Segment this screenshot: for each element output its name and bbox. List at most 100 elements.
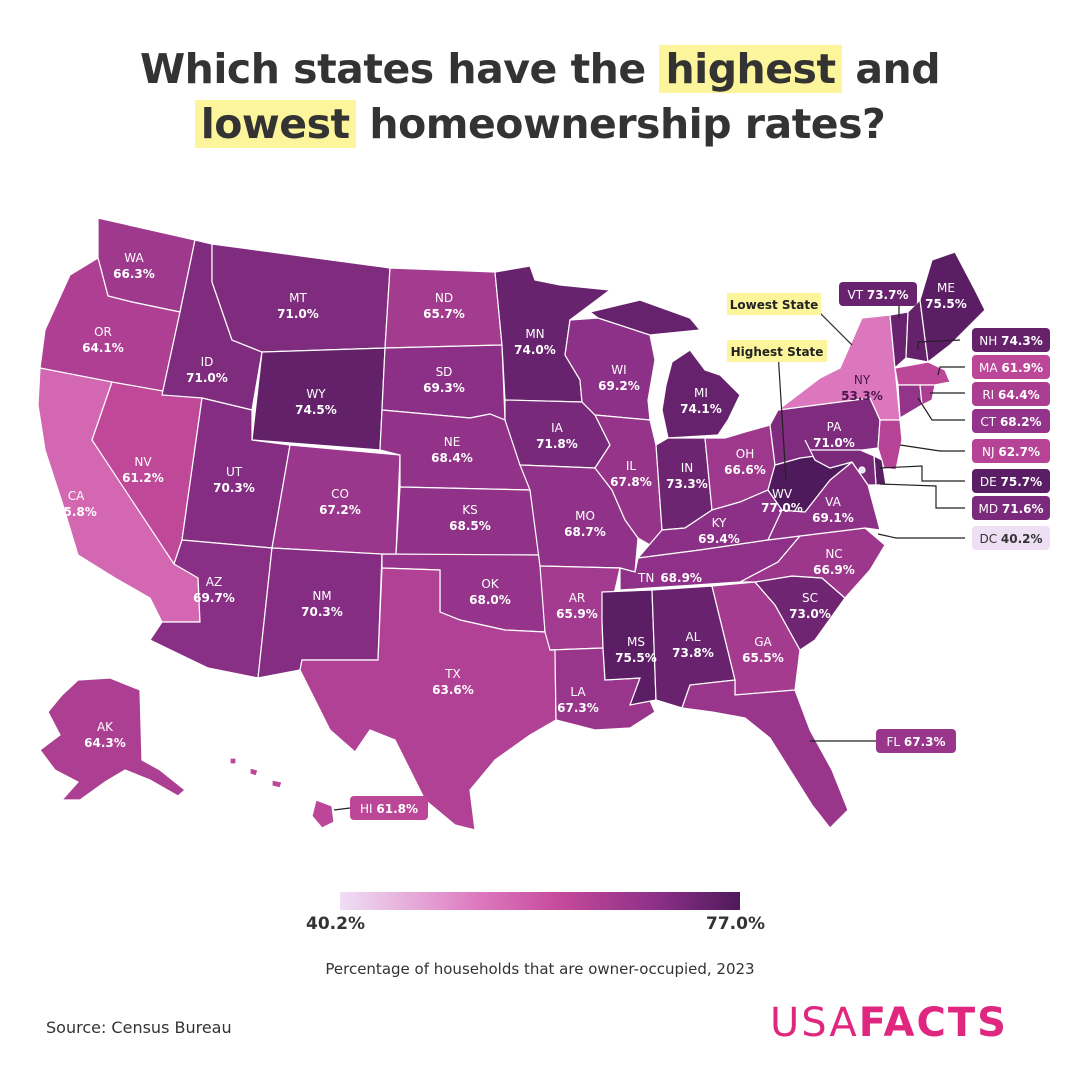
label-IL-abbr: IL — [626, 459, 637, 473]
label-ND-value: 65.7% — [423, 307, 465, 321]
label-ME-abbr: ME — [937, 281, 955, 295]
svg-text:RI 64.4%: RI 64.4% — [982, 388, 1039, 402]
svg-text:FL 67.3%: FL 67.3% — [886, 735, 945, 749]
state-DC — [858, 466, 866, 474]
label-TN-abbr: TN — [637, 571, 654, 585]
svg-text:DC 40.2%: DC 40.2% — [979, 532, 1042, 546]
svg-text:MD 71.6%: MD 71.6% — [978, 502, 1043, 516]
label-LA: LA 67.3% — [557, 685, 599, 715]
label-CA: CA 55.8% — [55, 489, 97, 519]
label-WI-abbr: WI — [611, 363, 626, 377]
label-AK-abbr: AK — [97, 720, 114, 734]
box-HI: HI 61.8% — [350, 796, 428, 820]
source-note: Source: Census Bureau — [46, 1018, 232, 1037]
label-WA-abbr: WA — [124, 251, 144, 265]
label-MS-value: 75.5% — [615, 651, 657, 665]
title-line1-post: and — [841, 45, 941, 93]
label-UT-abbr: UT — [226, 465, 243, 479]
label-NV-abbr: NV — [134, 455, 152, 469]
label-TX-value: 63.6% — [432, 683, 474, 697]
label-NY-value: 53.3% — [841, 389, 883, 403]
label-NV: NV 61.2% — [122, 455, 164, 485]
label-AL: AL 73.8% — [672, 630, 714, 660]
label-ID-abbr: ID — [201, 355, 214, 369]
legend-gradient-bar — [340, 892, 740, 910]
label-NM-abbr: NM — [312, 589, 331, 603]
callout-highest: Highest State — [731, 345, 824, 359]
label-PA-abbr: PA — [827, 420, 842, 434]
label-IA-abbr: IA — [551, 421, 564, 435]
label-NC: NC 66.9% — [813, 547, 855, 577]
state-MA — [894, 361, 951, 386]
box-CT: CT 68.2% — [972, 409, 1050, 433]
label-OH-abbr: OH — [736, 447, 754, 461]
label-VA-abbr: VA — [825, 495, 841, 509]
state-ME — [919, 251, 986, 364]
label-IA-value: 71.8% — [536, 437, 578, 451]
label-ND: ND 65.7% — [423, 291, 465, 321]
box-DC: DC 40.2% — [972, 526, 1050, 550]
state-AK — [39, 677, 186, 801]
label-SD-value: 69.3% — [423, 381, 465, 395]
label-CO-value: 67.2% — [319, 503, 361, 517]
box-FL: FL 67.3% — [876, 729, 956, 753]
svg-text:CT 68.2%: CT 68.2% — [980, 415, 1041, 429]
label-ME: ME 75.5% — [925, 281, 967, 311]
state-IL — [593, 414, 663, 546]
label-OR-abbr: OR — [94, 325, 112, 339]
label-MO-value: 68.7% — [564, 525, 606, 539]
label-OR: OR 64.1% — [82, 325, 124, 355]
label-AL-abbr: AL — [686, 630, 701, 644]
label-MI-value: 74.1% — [680, 402, 722, 416]
label-NM-value: 70.3% — [301, 605, 343, 619]
label-OK-abbr: OK — [481, 577, 499, 591]
label-MS-abbr: MS — [627, 635, 645, 649]
label-CA-abbr: CA — [68, 489, 85, 503]
label-OH: OH 66.6% — [724, 447, 766, 477]
state-MD — [804, 439, 877, 486]
callout-lowest-bg — [727, 293, 821, 315]
label-GA-value: 65.5% — [742, 651, 784, 665]
box-MD: MD 71.6% — [972, 496, 1050, 520]
label-PA-value: 71.0% — [813, 436, 855, 450]
svg-text:HI 61.8%: HI 61.8% — [360, 802, 418, 816]
label-ND-abbr: ND — [435, 291, 453, 305]
label-OK-value: 68.0% — [469, 593, 511, 607]
label-AZ: AZ 69.7% — [193, 575, 235, 605]
label-MS: MS 75.5% — [615, 635, 657, 665]
label-MN-value: 74.0% — [514, 343, 556, 357]
label-IL-value: 67.8% — [610, 475, 652, 489]
label-GA: GA 65.5% — [742, 635, 784, 665]
label-KY-abbr: KY — [712, 516, 727, 530]
label-GA-abbr: GA — [754, 635, 772, 649]
label-NE: NE 68.4% — [431, 435, 473, 465]
label-TN-value: 68.9% — [660, 571, 702, 585]
svg-text:NH 74.3%: NH 74.3% — [979, 334, 1042, 348]
label-PA: PA 71.0% — [813, 420, 855, 450]
svg-text:NJ 62.7%: NJ 62.7% — [982, 445, 1040, 459]
label-ID: ID 71.0% — [186, 355, 228, 385]
label-KS: KS 68.5% — [449, 503, 491, 533]
label-NV-value: 61.2% — [122, 471, 164, 485]
label-TX-abbr: TX — [444, 667, 461, 681]
label-UT: UT 70.3% — [213, 465, 255, 495]
label-WY-value: 74.5% — [295, 403, 337, 417]
label-SC-value: 73.0% — [789, 607, 831, 621]
label-WY-abbr: WY — [306, 387, 326, 401]
label-MN: MN 74.0% — [514, 327, 556, 357]
legend-caption: Percentage of households that are owner-… — [325, 960, 755, 978]
leader-lines — [333, 304, 965, 811]
label-NM: NM 70.3% — [301, 589, 343, 619]
label-SD-abbr: SD — [436, 365, 453, 379]
label-CO: CO 67.2% — [319, 487, 361, 517]
label-UT-value: 70.3% — [213, 481, 255, 495]
state-NJ — [877, 419, 903, 471]
label-AK-value: 64.3% — [84, 736, 126, 750]
label-ME-value: 75.5% — [925, 297, 967, 311]
label-OK: OK 68.0% — [469, 577, 511, 607]
label-KS-value: 68.5% — [449, 519, 491, 533]
title-line1-pre: Which states have the — [139, 45, 660, 93]
label-IN-value: 73.3% — [666, 477, 708, 491]
box-VT: VT 73.7% — [839, 282, 917, 306]
